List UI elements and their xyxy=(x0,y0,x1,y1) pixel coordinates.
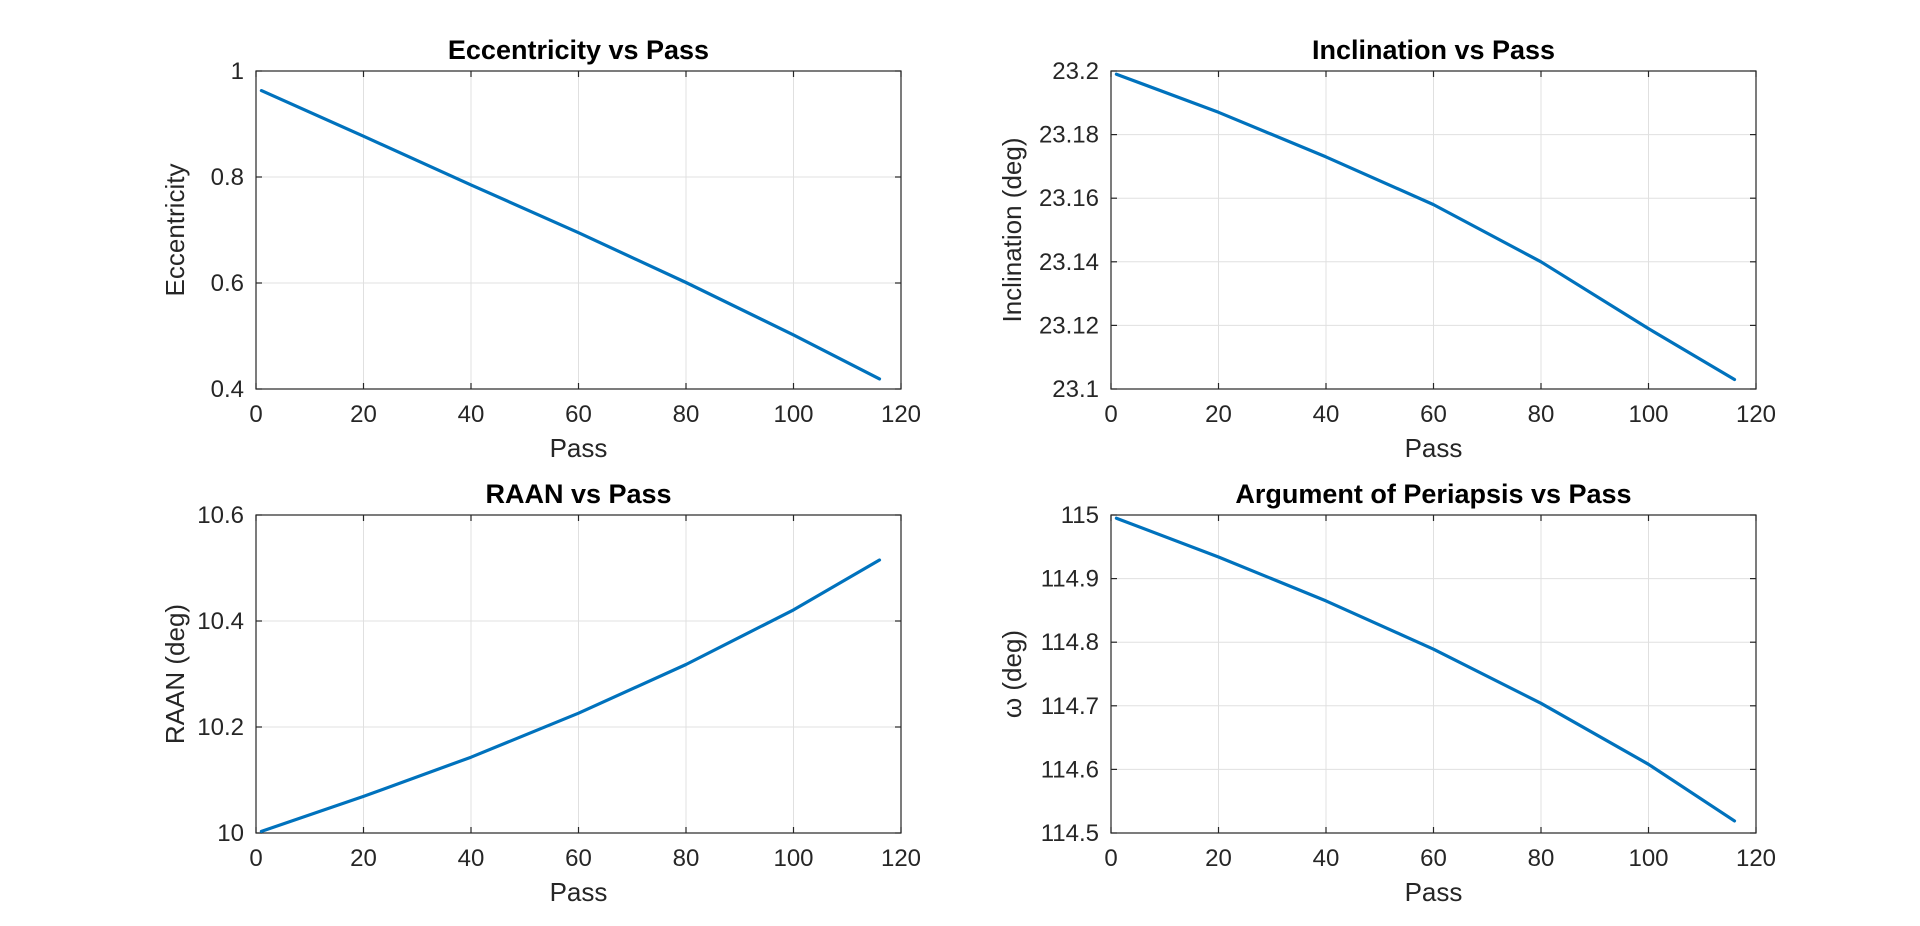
y-tick-label: 10.6 xyxy=(197,502,244,529)
x-tick-label: 0 xyxy=(249,845,262,872)
x-tick-label: 100 xyxy=(1628,401,1668,428)
x-axis-label: Pass xyxy=(1405,877,1463,907)
axes-frame xyxy=(255,514,902,834)
x-tick-label: 40 xyxy=(1313,401,1340,428)
chart-title: RAAN vs Pass xyxy=(485,479,671,509)
x-tick-label: 20 xyxy=(350,401,377,428)
subplot-2: 0 20 40 60 80 100 120 23.1 23.12 23.14 23.16 23.18 2… xyxy=(997,35,1776,463)
series-line xyxy=(1114,72,1737,382)
y-tick-label: 0.4 xyxy=(211,376,244,403)
y-tick-label: 1 xyxy=(231,58,244,85)
y-tick-label: 23.1 xyxy=(1052,376,1099,403)
x-tick-label: 120 xyxy=(1736,845,1776,872)
y-tick-label: 0.6 xyxy=(211,270,244,297)
y-tick-label: 114.9 xyxy=(1041,566,1099,593)
series-line xyxy=(259,88,882,381)
x-tick-label: 60 xyxy=(565,401,592,428)
y-tick-label: 23.18 xyxy=(1039,122,1099,149)
x-tick-label: 100 xyxy=(773,401,813,428)
x-axis-label: Pass xyxy=(550,877,608,907)
subplot-1: 0 20 40 60 80 100 120 0.4 0.6 0.8 1 Eccentricity vs… xyxy=(160,35,921,463)
x-tick-label: 60 xyxy=(1420,845,1447,872)
y-tick-label: 23.16 xyxy=(1039,185,1099,212)
series-line xyxy=(1114,516,1737,823)
x-tick-label: 20 xyxy=(1205,845,1232,872)
y-tick-label: 23.14 xyxy=(1039,249,1099,276)
x-tick-label: 0 xyxy=(1104,845,1117,872)
axes-frame xyxy=(1110,70,1757,390)
x-tick-label: 20 xyxy=(350,845,377,872)
chart-title: Inclination vs Pass xyxy=(1312,35,1555,65)
x-axis-label: Pass xyxy=(1405,433,1463,463)
subplot-3: 0 20 40 60 80 100 120 10 10.2 10.4 10.6 RAAN vs Pas… xyxy=(160,479,921,907)
x-tick-label: 20 xyxy=(1205,401,1232,428)
y-tick-label: 23.2 xyxy=(1052,58,1099,85)
y-tick-label: 115 xyxy=(1061,502,1099,529)
y-axis-label: Inclination (deg) xyxy=(997,138,1027,323)
y-axis-label: RAAN (deg) xyxy=(160,604,190,744)
x-tick-label: 120 xyxy=(881,401,921,428)
series-line xyxy=(259,558,882,834)
x-tick-label: 80 xyxy=(673,845,700,872)
x-tick-label: 120 xyxy=(1736,401,1776,428)
x-tick-label: 100 xyxy=(1628,845,1668,872)
chart-title: Argument of Periapsis vs Pass xyxy=(1235,479,1631,509)
x-tick-label: 60 xyxy=(1420,401,1447,428)
chart-title: Eccentricity vs Pass xyxy=(448,35,709,65)
y-axis-label: Eccentricity xyxy=(160,164,190,297)
x-tick-label: 100 xyxy=(773,845,813,872)
y-tick-label: 10.4 xyxy=(197,608,244,635)
x-tick-label: 40 xyxy=(1313,845,1340,872)
y-tick-label: 23.12 xyxy=(1039,312,1099,339)
axes-frame xyxy=(255,70,902,390)
x-tick-label: 120 xyxy=(881,845,921,872)
y-tick-label: 0.8 xyxy=(211,164,244,191)
x-tick-label: 80 xyxy=(1528,401,1555,428)
x-tick-label: 0 xyxy=(249,401,262,428)
x-tick-label: 80 xyxy=(673,401,700,428)
y-tick-label: 114.5 xyxy=(1041,820,1099,847)
y-tick-label: 114.7 xyxy=(1041,693,1099,720)
y-tick-label: 114.6 xyxy=(1041,756,1099,783)
y-tick-label: 10.2 xyxy=(197,714,244,741)
y-tick-label: 10 xyxy=(217,820,244,847)
x-tick-label: 40 xyxy=(458,401,485,428)
x-tick-label: 40 xyxy=(458,845,485,872)
x-tick-label: 60 xyxy=(565,845,592,872)
x-axis-label: Pass xyxy=(550,433,608,463)
axes-frame xyxy=(1110,514,1757,834)
y-tick-label: 114.8 xyxy=(1041,629,1099,656)
y-axis-label: ω (deg) xyxy=(997,630,1027,718)
x-tick-label: 80 xyxy=(1528,845,1555,872)
subplot-4: 0 20 40 60 80 100 120 114.5 114.6 114.7 114.8 114.9… xyxy=(997,479,1776,907)
x-tick-label: 0 xyxy=(1104,401,1117,428)
